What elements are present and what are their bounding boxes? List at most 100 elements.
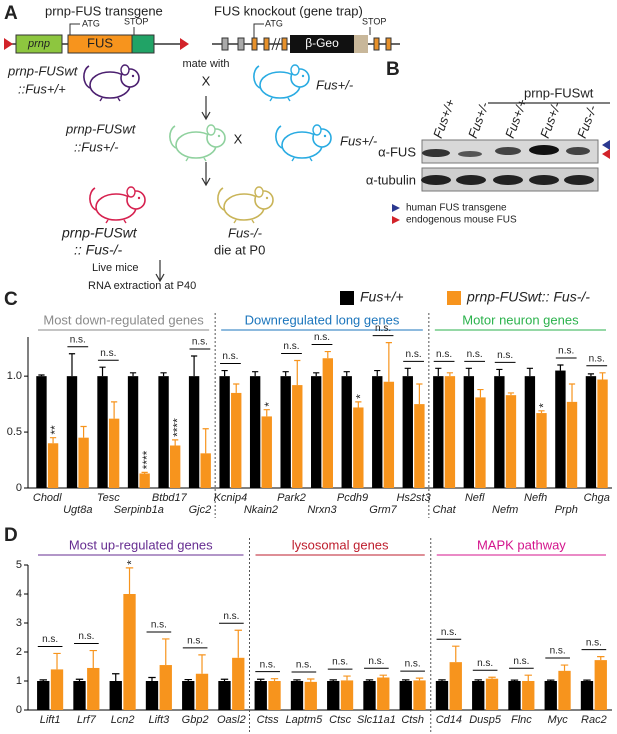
y-tick-label: 1.0 [7, 370, 22, 382]
x-tick-label: Gbp2 [182, 714, 209, 726]
error-bar [597, 656, 605, 661]
bar [292, 385, 303, 488]
row-label: α-FUS [378, 144, 416, 159]
bar [508, 681, 521, 710]
genotype-label: prnp-FUSwt [7, 63, 79, 78]
significance: n.s. [151, 620, 167, 631]
x-tick-label: Park2 [277, 492, 306, 504]
error-bar [587, 373, 595, 377]
error-bar [557, 364, 564, 371]
error-bar [365, 679, 374, 681]
legend-label: prnp-FUSwt:: Fus-/- [466, 289, 590, 305]
error-bar [75, 678, 84, 681]
legend-label: endogenous mouse FUS [406, 215, 517, 226]
significance: n.s. [375, 323, 391, 334]
significance: n.s. [283, 341, 299, 352]
bar [544, 681, 557, 710]
significance: n.s. [187, 636, 203, 647]
error-bar [49, 437, 57, 444]
x-tick-label: Chodl [33, 492, 62, 504]
x-tick-label: Cd14 [436, 714, 462, 726]
x-tick-label: Ctss [257, 714, 280, 726]
bar [505, 395, 517, 488]
bar [322, 358, 333, 488]
x-tick-label: Serpinb1a [114, 504, 164, 516]
x-tick-label: Oasl2 [217, 714, 246, 726]
error-bar [172, 439, 179, 446]
bar [414, 404, 425, 488]
bar [524, 376, 536, 488]
error-bar [270, 678, 279, 681]
genotype-label: prnp-FUSwt [61, 225, 138, 241]
bar [158, 376, 169, 488]
significance: n.s. [223, 611, 239, 622]
significance: * [353, 394, 367, 399]
error-bar [263, 409, 270, 417]
bar [139, 473, 150, 488]
error-bar [402, 679, 410, 681]
error-bar [324, 350, 331, 359]
group-label: Most up-regulated genes [69, 537, 213, 552]
error-bar [89, 649, 97, 668]
x-tick-label: Dusp5 [469, 714, 502, 726]
error-bar [510, 679, 519, 681]
error-bar [379, 674, 387, 678]
genotype-label: Fus+/- [340, 133, 378, 148]
breeding-scheme: prnp-FUSwt ::Fus+/+ mate with X Fus+/- p… [7, 58, 378, 292]
significance: n.s. [441, 627, 457, 638]
error-bar [568, 383, 576, 402]
error-bar [526, 367, 533, 377]
lane-label: Fus-/- [574, 103, 600, 141]
cross-symbol: X [202, 73, 211, 88]
error-bar [99, 366, 106, 377]
error-bar [547, 679, 555, 681]
x-tick-label: Kcnip4 [214, 492, 248, 504]
bar [383, 381, 395, 488]
bar [261, 416, 272, 488]
x-tick-label: Chat [432, 504, 456, 516]
error-bar [202, 428, 209, 454]
error-bar [446, 372, 454, 377]
box-label: FUS [87, 35, 113, 50]
group-label: lysosomal genes [292, 537, 389, 552]
bar [585, 376, 597, 488]
x-tick-label: Nkain2 [244, 504, 278, 516]
bar [36, 376, 47, 488]
x-tick-label: Ctsh [401, 714, 424, 726]
bar [47, 443, 59, 488]
significance: **** [170, 418, 184, 437]
genotype-label: Fus+/- [316, 77, 354, 92]
atg-label: ATG [265, 18, 283, 28]
x-tick-label: Nefh [524, 492, 547, 504]
significance: n.s. [586, 637, 602, 648]
x-tick-label: Rac2 [581, 714, 607, 726]
bar [97, 376, 108, 488]
bar [566, 401, 578, 488]
atg-label: ATG [82, 18, 100, 28]
x-tick-label: Btbd17 [152, 492, 188, 504]
panel-label: C [4, 289, 18, 310]
error-bar [599, 372, 606, 380]
bar [249, 376, 261, 488]
mouse-icon [275, 124, 332, 162]
error-bar [129, 372, 137, 377]
error-bar [560, 664, 569, 671]
lane-label: Fus+/+ [430, 97, 458, 141]
error-bar [524, 674, 532, 681]
error-bar [234, 629, 242, 658]
significance: n.s. [368, 656, 384, 667]
bar [268, 681, 281, 710]
bar [182, 681, 195, 710]
significance: n.s. [70, 334, 86, 345]
bar [195, 673, 209, 710]
error-bar [80, 425, 87, 438]
bar [475, 397, 486, 488]
y-tick-label: 0 [16, 482, 22, 494]
y-tick-label: 3 [16, 617, 22, 629]
lane-label: Fus+/- [465, 99, 492, 140]
error-bar [416, 383, 423, 405]
bar [78, 437, 89, 488]
bar [200, 453, 211, 488]
legend-marker [392, 216, 400, 224]
